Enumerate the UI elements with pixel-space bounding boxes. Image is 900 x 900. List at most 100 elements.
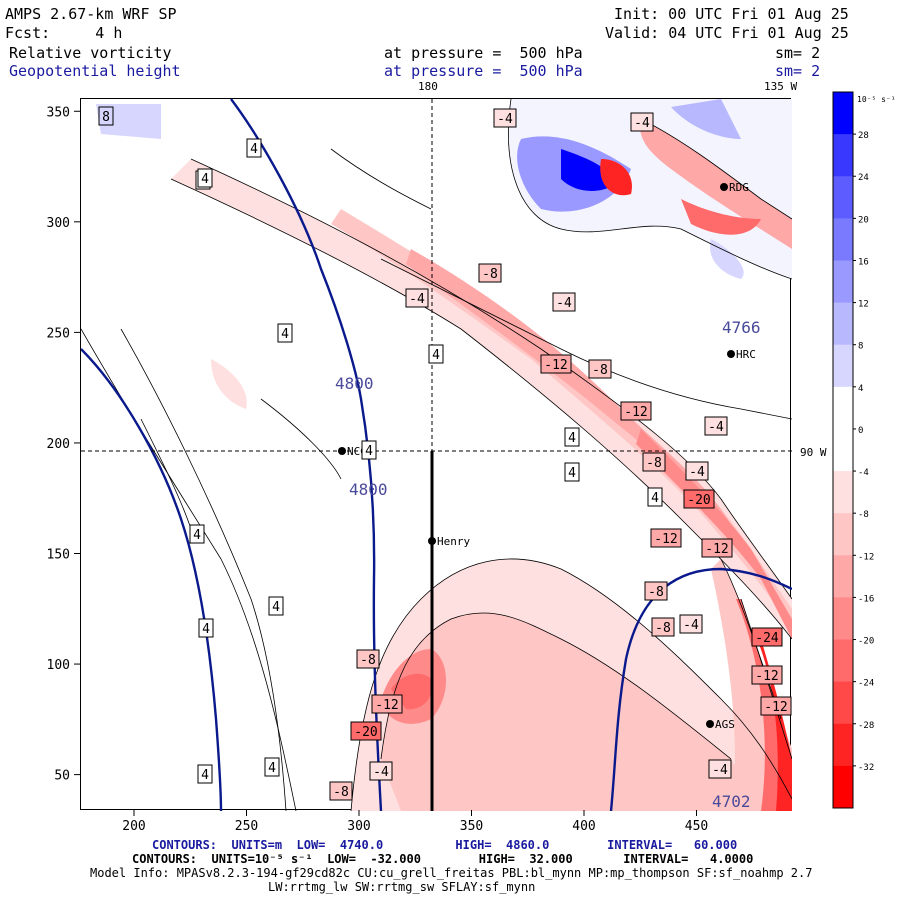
- lon-label-135w: 135 W: [764, 80, 798, 93]
- station-dot: [720, 183, 728, 191]
- colorbar-swatch: [833, 639, 853, 683]
- vorticity-label-box: [704, 416, 728, 436]
- geopotential-height-contours: [81, 99, 792, 811]
- footer-model-info: Model Info: MPASv8.2.3-194-gf29cd82c CU:…: [90, 866, 813, 880]
- vorticity-label-text: -12: [705, 542, 728, 557]
- vorticity-label-box: [197, 168, 213, 188]
- vorticity-label-text: 4: [432, 348, 440, 363]
- vorticity-label-box: [356, 649, 380, 669]
- vorticity-label-text: -8: [592, 363, 608, 378]
- vorticity-label-text: -4: [634, 116, 650, 131]
- vorticity-label-box: [478, 263, 502, 283]
- colorbar-tick-label: 0: [858, 426, 863, 436]
- vorticity-label-box: [189, 524, 205, 544]
- vorticity-label-text: 4: [272, 600, 280, 615]
- pressure-label-1: at pressure = 500 hPa: [384, 44, 583, 62]
- vorticity-label-text: -4: [712, 763, 728, 778]
- vorticity-label-box: [246, 138, 262, 158]
- vorticity-label-text: 4: [568, 466, 576, 481]
- vorticity-label-text: -4: [409, 292, 425, 307]
- vorticity-label-box: [685, 461, 709, 481]
- lon-label-90w: 90 W: [800, 446, 827, 459]
- colorbar-tick-label: -32: [858, 763, 874, 773]
- height-contour-label: 4800: [349, 480, 388, 499]
- colorbar-tick-label: 28: [858, 131, 869, 141]
- model-title: AMPS 2.67-km WRF SP: [5, 5, 177, 23]
- vorticity-label-text: -12: [755, 669, 778, 684]
- vorticity-label-box: [277, 323, 293, 343]
- colorbar-tick-label: 4: [858, 384, 863, 394]
- vorticity-label-box: [198, 618, 214, 638]
- height-value-labels: 4800 4800 4766 4702: [335, 318, 761, 811]
- vorticity-label-text: 4: [268, 761, 276, 776]
- vorticity-label-text: 4: [651, 491, 659, 506]
- vorticity-label-text: -4: [497, 112, 513, 127]
- colorbar-tick-label: 16: [858, 257, 869, 267]
- colorbar-swatch: [833, 597, 853, 641]
- vorticity-label-text: -8: [333, 785, 349, 800]
- colorbar-swatch: [833, 555, 853, 598]
- vorticity-label-box: [564, 462, 580, 482]
- colorbar-swatch: [833, 681, 853, 725]
- forecast-hour: Fcst: 4 h: [5, 24, 123, 42]
- vorticity-label-box: [369, 761, 393, 781]
- vorticity-label-box: [564, 427, 580, 447]
- footer-height-contours: CONTOURS: UNITS=m LOW= 4740.0 HIGH= 4860…: [152, 838, 738, 852]
- vorticity-label-text: -4: [689, 465, 705, 480]
- height-contour-label: 4702: [712, 792, 751, 811]
- vorticity-label-text: -8: [655, 621, 671, 636]
- vorticity-label-box: [588, 359, 612, 379]
- colorbar-swatch: [833, 428, 853, 472]
- colorbar-tick-label: 20: [858, 215, 869, 225]
- colorbar-swatch: [833, 218, 853, 261]
- vorticity-label-box: [264, 757, 280, 777]
- vorticity-label-text: -4: [708, 420, 724, 435]
- vorticity-value-labels: 8 4 4 -4 -4 4 -8 -4 -4 4 -12 -8 4 -12 -4 4 4 -8 -4 4 -20 4 -12…: [98, 106, 792, 801]
- station-label: RDG: [729, 181, 749, 194]
- vorticity-label-text: -12: [544, 358, 567, 373]
- x-tick-label: 300: [347, 819, 370, 834]
- x-tick-label: 250: [235, 819, 258, 834]
- vorticity-label-text: 4: [281, 327, 289, 342]
- colorbar-swatch: [833, 302, 853, 346]
- vorticity-label-box: [405, 288, 429, 308]
- smoothing-label-2: sm= 2: [775, 62, 821, 80]
- colorbar-tick-label: 24: [858, 173, 869, 183]
- colorbar-swatch: [833, 134, 853, 177]
- colorbar-swatch: [833, 765, 853, 809]
- station-dot: [428, 537, 436, 545]
- vorticity-label-text: 4: [365, 444, 373, 459]
- vorticity-label-box: [552, 292, 576, 312]
- y-tick-label: 350: [47, 105, 70, 120]
- colorbar-swatch: [833, 92, 853, 135]
- vorticity-label-box: [630, 112, 654, 132]
- height-contour-label: 4800: [335, 374, 374, 393]
- vorticity-label-text: -4: [556, 296, 572, 311]
- vorticity-label-text: 4: [568, 431, 576, 446]
- vorticity-label-box: [760, 696, 792, 716]
- pressure-label-2: at pressure = 500 hPa: [384, 62, 583, 80]
- colorbar-swatch: [833, 471, 853, 514]
- vorticity-label-box: [197, 764, 213, 784]
- colorbar-swatch: [833, 260, 853, 304]
- vorticity-label-box: [371, 694, 403, 714]
- vorticity-label-box: [642, 452, 666, 472]
- vorticity-label-text: 4: [201, 172, 209, 187]
- lon-label-180: 180: [418, 80, 438, 93]
- vorticity-label-box: [540, 354, 572, 374]
- vorticity-label-text: -4: [373, 765, 389, 780]
- x-tick-label: 200: [122, 819, 145, 834]
- station-label: HRC: [736, 348, 756, 361]
- vorticity-label-text: -12: [654, 532, 677, 547]
- vorticity-label-box: [701, 538, 733, 558]
- station-dot: [706, 720, 714, 728]
- y-tick-label: 200: [47, 437, 70, 452]
- colorbar-tick-label: -16: [858, 594, 874, 604]
- x-tick-label: 450: [685, 819, 708, 834]
- x-tick-label: 350: [460, 819, 483, 834]
- colorbar-tick-label: -8: [858, 510, 869, 520]
- vorticity-label-box: [268, 596, 284, 616]
- field-vorticity-label: Relative vorticity: [9, 44, 172, 62]
- vorticity-label-text: -20: [687, 493, 710, 508]
- vorticity-label-text: -4: [683, 618, 699, 633]
